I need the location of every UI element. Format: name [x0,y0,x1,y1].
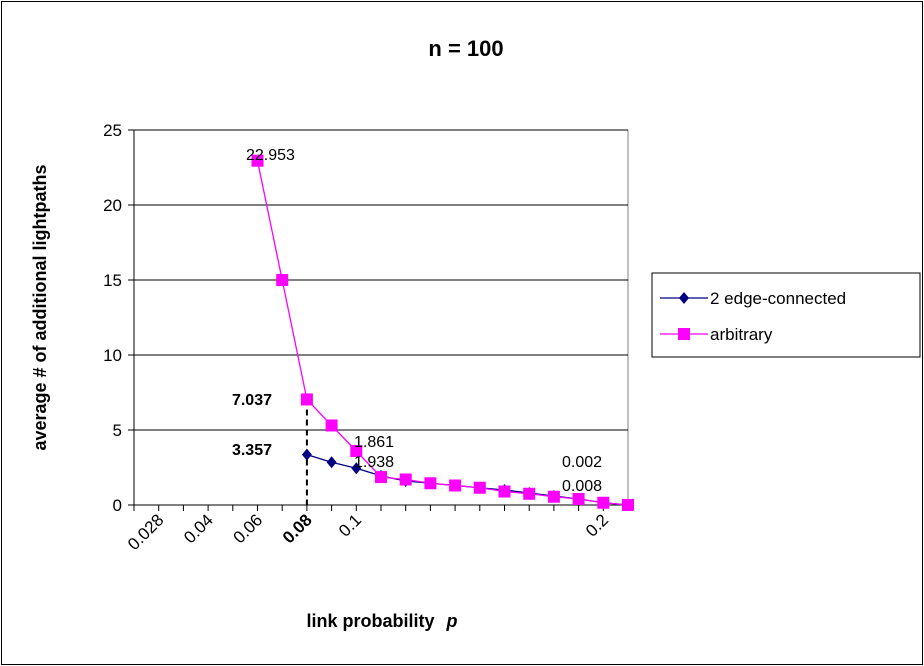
axes [128,129,629,511]
data-point [300,393,313,406]
x-tick-labels: 0.028 0.04 0.06 0.08 0.1 0.2 [124,510,612,554]
series-line [256,160,629,506]
data-point [498,485,511,498]
y-tick-label: 5 [113,421,122,440]
data-point [325,419,338,432]
chart-title: n = 100 [428,36,503,61]
x-tick-label: 0.028 [124,510,168,554]
y-tick-label: 25 [103,121,122,140]
legend-marker [678,328,690,340]
data-point [301,448,312,461]
data-point [523,487,536,500]
legend-label: arbitrary [710,325,773,344]
data-label: 0.002 [562,454,602,471]
x-tick-label: 0.06 [229,510,266,547]
data-point [622,498,634,511]
series-arbitrary [251,154,634,511]
x-tick-label: 0.04 [180,510,217,547]
x-tick-label: 0.2 [582,510,612,540]
data-point [351,462,362,475]
y-tick-label: 0 [113,496,122,515]
y-tick-label: 15 [103,271,122,290]
series-layer [251,154,634,511]
y-axis-title: average # of additional lightpaths [30,164,50,450]
legend-label: 2 edge-connected [710,289,846,308]
gridlines [134,129,628,431]
x-axis-title: link probability p [306,611,457,631]
data-point [473,481,486,494]
legend-box [651,272,921,358]
x-tick-label: 0.08 [279,510,316,547]
annotation-layer: 22.953 7.037 3.357 1.861 1.938 0.002 0.008 [232,147,602,495]
data-label: 7.037 [232,392,272,409]
data-point [449,479,462,492]
legend: 2 edge-connected arbitrary [651,272,921,358]
legend-item: 2 edge-connected [660,289,846,308]
data-point [597,496,610,509]
data-point [375,471,387,484]
data-point [276,274,289,286]
data-label: 22.953 [246,147,295,164]
data-point [572,493,585,505]
legend-marker [679,292,689,304]
data-label: 1.938 [354,454,394,471]
y-tick-label: 20 [103,196,122,215]
data-label: 0.008 [562,478,602,495]
data-point [424,477,437,490]
x-tick-label: 0.1 [335,510,365,540]
data-point [547,490,560,503]
legend-item: arbitrary [660,325,773,344]
data-point [399,473,412,486]
data-label: 1.861 [354,434,394,451]
x-axis-variable: p [446,611,458,631]
data-label: 3.357 [232,442,272,459]
data-point [251,154,264,167]
y-tick-labels: 0 5 10 15 20 25 [103,121,122,515]
data-point [326,456,337,469]
data-point [350,445,363,457]
y-tick-label: 10 [103,346,122,365]
x-axis-title-text: link probability [306,611,434,631]
plot-area [133,129,629,506]
